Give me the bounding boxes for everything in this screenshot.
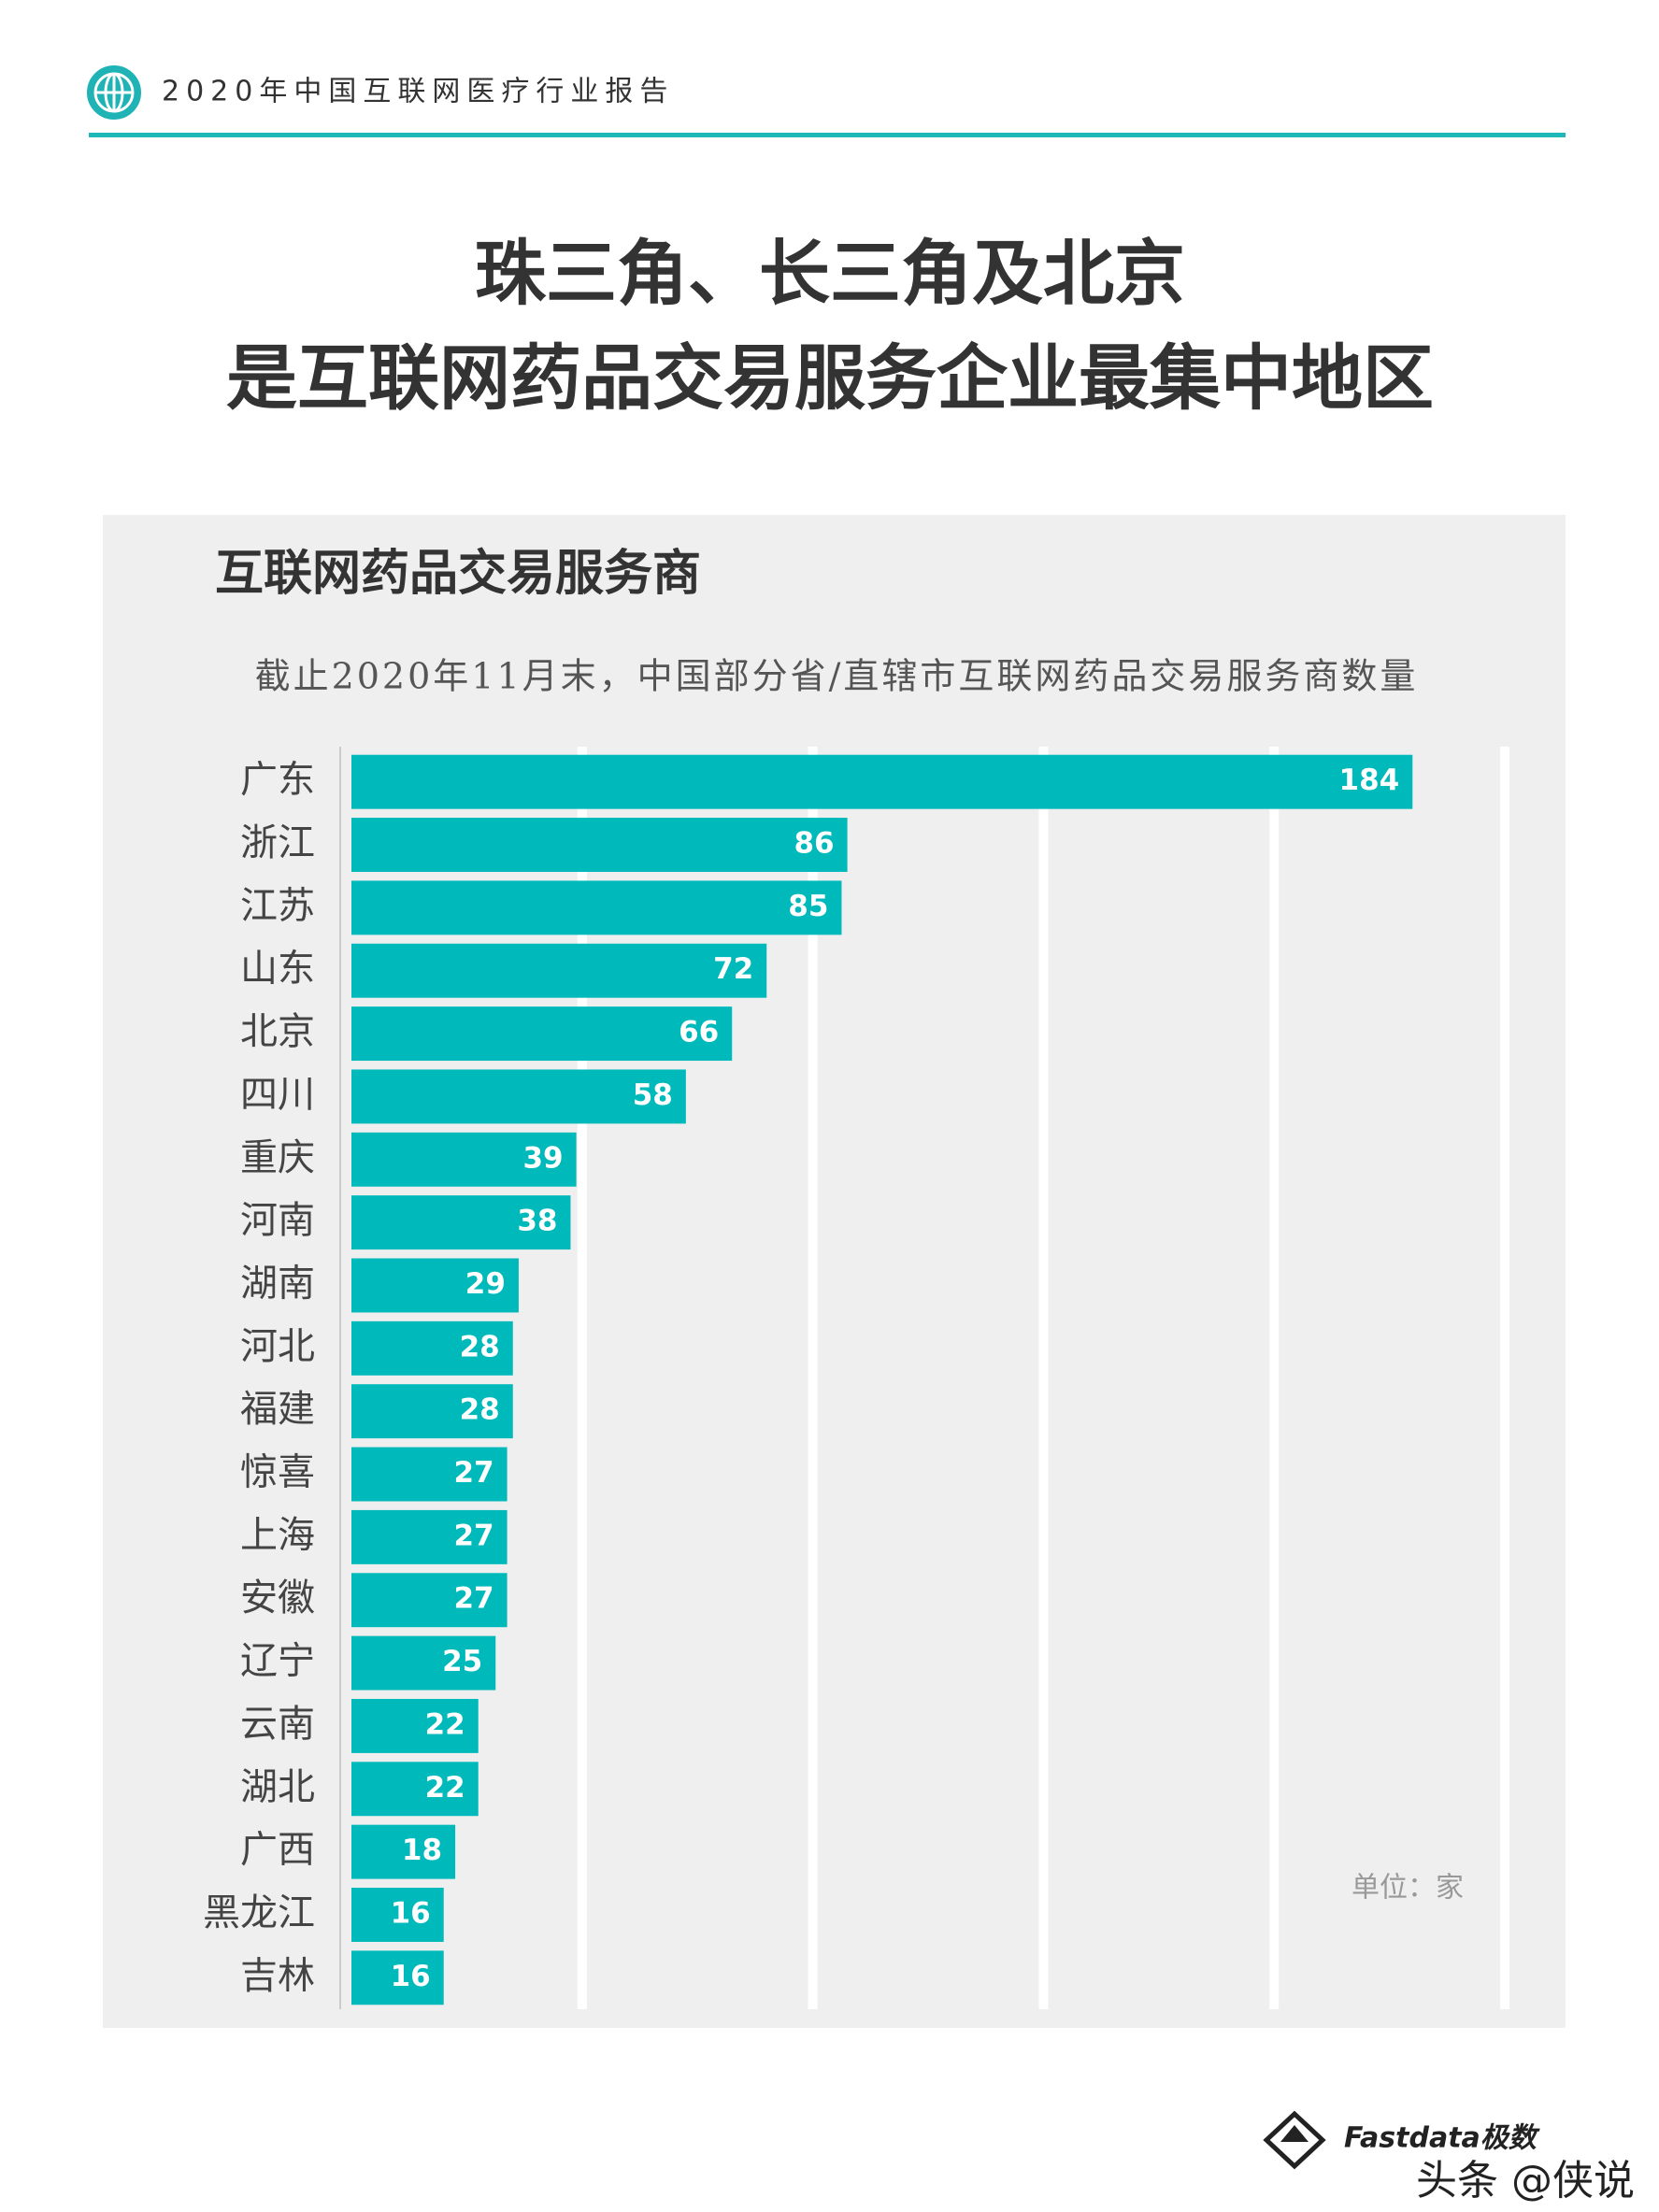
value-label: 29: [465, 1267, 506, 1301]
category-label: 湖北: [240, 1765, 315, 1808]
bar: [351, 1635, 496, 1691]
bar: [351, 1384, 513, 1439]
title-line: 珠三角、长三角及北京: [475, 232, 1185, 315]
bar: [351, 754, 1413, 809]
category-label: 辽宁: [240, 1640, 315, 1683]
bar: [351, 880, 842, 935]
category-label: 黑龙江: [203, 1891, 315, 1934]
value-label: 27: [453, 1582, 493, 1616]
unit-label: 单位：家: [1352, 1872, 1464, 1905]
chart-panel: [103, 515, 1566, 2028]
category-label: 上海: [240, 1514, 315, 1557]
value-label: 25: [442, 1645, 482, 1678]
brand-logo: [1263, 2110, 1326, 2170]
category-label: 广西: [240, 1829, 315, 1872]
value-label: 16: [391, 1960, 431, 1993]
bar: [351, 818, 848, 872]
bar: [351, 1698, 479, 1753]
bar: [351, 1509, 508, 1564]
bar: [351, 1573, 508, 1628]
bar: [351, 1006, 733, 1062]
category-label: 重庆: [240, 1136, 315, 1179]
bar: [351, 1195, 571, 1250]
value-label: 39: [522, 1141, 563, 1175]
title-line: 是互联网药品交易服务企业最集中地区: [226, 336, 1434, 420]
value-label: 27: [453, 1456, 493, 1490]
category-label: 山东: [240, 948, 315, 991]
category-label: 河南: [240, 1199, 315, 1242]
value-label: 85: [788, 890, 828, 923]
value-label: 22: [425, 1707, 465, 1741]
value-label: 58: [633, 1078, 673, 1112]
value-label: 27: [453, 1519, 493, 1552]
bar: [351, 1888, 444, 1942]
value-label: 28: [460, 1330, 500, 1363]
category-label: 四川: [240, 1073, 315, 1116]
header-rule: [89, 133, 1566, 137]
category-label: 浙江: [240, 821, 315, 864]
category-label: 福建: [240, 1388, 315, 1431]
category-label: 河北: [240, 1325, 315, 1368]
bar: [351, 1069, 686, 1124]
category-label: 北京: [240, 1010, 315, 1053]
chart-subtitle: 截止2020年11月末，中国部分省/直辖市互联网药品交易服务商数量: [255, 656, 1419, 697]
bar: [351, 1258, 519, 1313]
bar: [351, 1132, 577, 1187]
value-label: 86: [794, 827, 834, 861]
value-label: 28: [460, 1393, 500, 1427]
bar: [351, 1762, 479, 1817]
category-label: 安徽: [240, 1577, 315, 1620]
report-name: 2020年中国互联网医疗行业报告: [162, 76, 674, 108]
globe-icon: [87, 65, 141, 120]
plot: 广东 184 浙江 86 江苏 85 山东 72 北京 66 四川 58 重庆 39 河南 38 湖南 29 河北 2…: [203, 747, 1509, 2009]
bar: [351, 1824, 456, 1879]
brand-name: Fastdata极数: [1344, 2122, 1540, 2155]
value-label: 18: [402, 1834, 442, 1867]
bar: [351, 1320, 513, 1376]
category-label: 云南: [240, 1703, 315, 1746]
category-label: 惊喜: [240, 1451, 315, 1494]
category-label: 湖南: [240, 1262, 315, 1305]
category-label: 吉林: [240, 1954, 315, 1997]
category-label: 江苏: [240, 884, 315, 927]
value-label: 66: [679, 1016, 719, 1049]
bar: [351, 1447, 508, 1502]
chart-title: 互联网药品交易服务商: [215, 546, 701, 602]
value-label: 184: [1339, 763, 1400, 797]
watermark: 头条 @侠说: [1416, 2157, 1635, 2205]
value-label: 22: [425, 1771, 465, 1805]
value-label: 72: [713, 952, 753, 986]
value-label: 38: [517, 1205, 557, 1238]
bar: [351, 943, 767, 998]
bar: [351, 1950, 444, 2005]
value-label: 16: [391, 1896, 431, 1930]
category-label: 广东: [240, 759, 315, 802]
